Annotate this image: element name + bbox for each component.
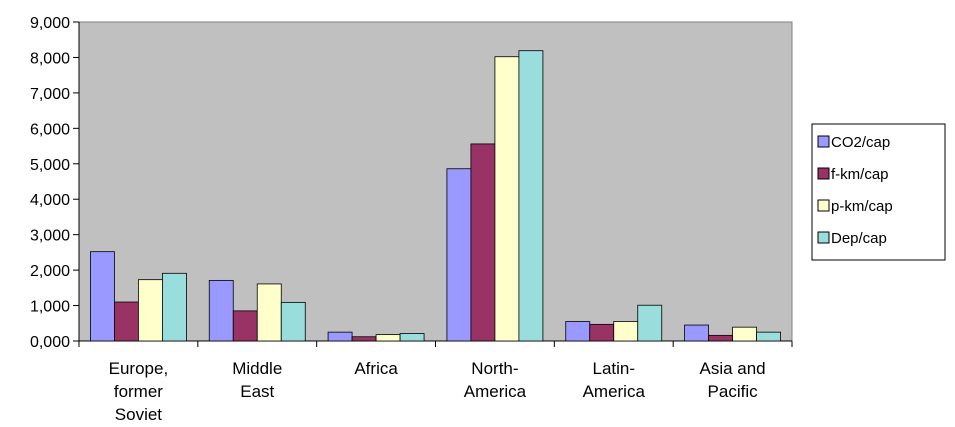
legend-label: Dep/cap — [831, 230, 887, 247]
y-tick-label: 7,000 — [30, 86, 70, 103]
bar-dep-cap-2 — [399, 333, 425, 342]
bar-f-km-cap-4 — [589, 323, 615, 342]
bar-co2-cap-5 — [684, 324, 709, 342]
bar-dep-cap-4 — [637, 304, 663, 342]
y-tick-label: 8,000 — [30, 50, 70, 67]
x-category-label: Asia and Pacific — [699, 359, 765, 401]
legend-label: p-km/cap — [831, 198, 893, 215]
x-category-label: Latin- America — [583, 359, 646, 401]
x-category-label-line: America — [583, 382, 646, 401]
plot-area — [78, 21, 793, 342]
x-category-label-line: Asia and — [699, 359, 765, 378]
legend: CO2/cap f-km/cap p-km/cap Dep/cap — [811, 123, 946, 261]
x-category-label-line: Middle — [232, 359, 282, 378]
y-tick-label: 2,000 — [30, 263, 70, 280]
x-category-label-line: Africa — [354, 359, 398, 378]
y-tick-label: 5,000 — [30, 157, 70, 174]
bar-f-km-cap-0 — [114, 301, 139, 342]
y-tick-label: 6,000 — [30, 121, 70, 138]
bar-dep-cap-3 — [518, 50, 544, 342]
bar-p-km-cap-3 — [494, 56, 520, 342]
y-tick-label: 1,000 — [30, 299, 70, 316]
legend-box — [811, 123, 946, 261]
bar-co2-cap-0 — [90, 251, 115, 342]
bar-f-km-cap-2 — [351, 336, 377, 342]
x-category-label: Africa — [354, 359, 398, 378]
bar-p-km-cap-2 — [375, 334, 401, 342]
x-category-label: Europe, former Soviet — [109, 359, 169, 424]
legend-swatch — [817, 167, 830, 180]
bars — [90, 50, 781, 342]
bar-dep-cap-5 — [756, 331, 781, 342]
bar-co2-cap-2 — [327, 331, 353, 342]
bar-dep-cap-0 — [162, 272, 187, 342]
x-category-label-line: Latin- — [592, 359, 635, 378]
legend-swatch — [817, 231, 830, 244]
y-tick-label: 4,000 — [30, 192, 70, 209]
y-axis: 0,000 1,000 2,000 3,000 4,000 5,000 6,000 7,000… — [30, 15, 80, 351]
bar-co2-cap-1 — [208, 279, 234, 342]
x-category-label-line: East — [240, 382, 274, 401]
legend-label: CO2/cap — [831, 134, 890, 151]
x-category-label-line: Soviet — [115, 405, 163, 424]
x-axis: Europe, former Soviet Middle East Africa North… — [78, 340, 793, 424]
bar-co2-cap-4 — [565, 321, 591, 342]
legend-swatch — [817, 135, 830, 148]
bar-p-km-cap-0 — [138, 279, 163, 342]
y-tick-label: 3,000 — [30, 228, 70, 245]
y-tick-label: 9,000 — [30, 15, 70, 32]
bar-p-km-cap-4 — [613, 321, 639, 342]
y-tick-label: 0,000 — [30, 334, 70, 351]
x-category-label-line: former — [114, 382, 163, 401]
bar-f-km-cap-5 — [708, 334, 733, 342]
x-category-label-line: Europe, — [109, 359, 169, 378]
bar-dep-cap-1 — [280, 301, 306, 342]
x-category-label: North- America — [464, 359, 527, 401]
x-category-label-line: Pacific — [708, 382, 759, 401]
x-category-label: Middle East — [232, 359, 282, 401]
bar-f-km-cap-1 — [232, 310, 258, 342]
legend-swatch — [817, 199, 830, 212]
x-category-label-line: North- — [471, 359, 518, 378]
bar-p-km-cap-5 — [732, 326, 757, 342]
bar-p-km-cap-1 — [256, 283, 282, 342]
bar-f-km-cap-3 — [470, 143, 496, 342]
legend-label: f-km/cap — [831, 166, 889, 183]
x-category-label-line: America — [464, 382, 527, 401]
bar-co2-cap-3 — [446, 168, 472, 342]
